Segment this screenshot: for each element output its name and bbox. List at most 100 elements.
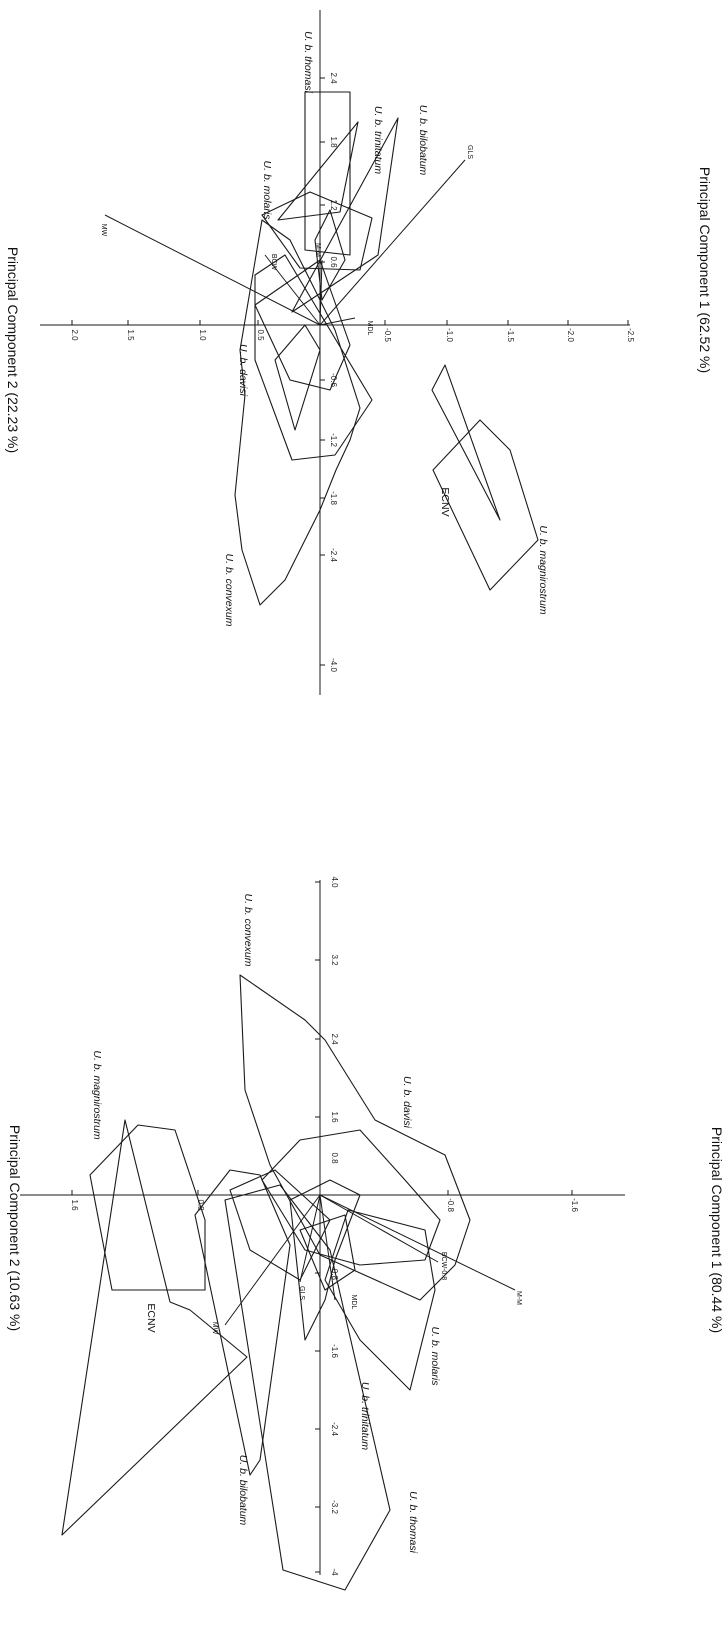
group-label: U. b. trinitatum [372, 106, 384, 175]
hull-bilobatum [194, 1169, 291, 1476]
group-label: U. b. davisi [237, 344, 249, 397]
tick-label: 1.5 [126, 329, 135, 341]
hull-magnirostrum [89, 1124, 206, 1291]
hull-davisi [254, 254, 373, 461]
vector-line [319, 1194, 336, 1301]
tick-label: -2.5 [626, 328, 635, 342]
tick-label: 1.0 [198, 329, 207, 341]
tick-label: 1.6 [330, 1111, 339, 1123]
hull-convexum [234, 219, 361, 606]
hull-convexum [239, 974, 471, 1301]
vector-line [104, 214, 321, 326]
tick-label: 1.6 [70, 1199, 79, 1211]
hull-molaris [324, 1209, 436, 1391]
group-label: U. b. bilobatum [237, 1455, 249, 1526]
vector-label: BCW [270, 254, 277, 271]
tick-label: 0.8 [330, 1152, 339, 1164]
vector-line [319, 1194, 439, 1263]
tick-label: 3.2 [330, 954, 339, 966]
pc1-ticks: 2.4 1.8 1.2 0.6 -0.6 -1.2 -1.8 -2.4 -4.0 [320, 72, 338, 672]
hull-molaris [261, 191, 373, 271]
hull-inner-b [299, 1214, 356, 1291]
hull-davisi [261, 1129, 441, 1266]
vector-label: MW [211, 1322, 218, 1335]
loading-vectors: MW BCW M-M MDL GLS [100, 145, 473, 336]
pc2-ticks: 2.0 1.5 1.0 0.5 -0.5 -1.0 -1.5 -2.0 -2.5 [70, 320, 635, 342]
tick-label: -0.8 [330, 1266, 339, 1280]
tick-label: -4.0 [329, 658, 338, 672]
hull-inner-a [254, 259, 351, 391]
vector-line [319, 317, 356, 326]
group-labels: ECNV U. b. magnirostrum U. b. convexum U… [91, 894, 441, 1554]
tick-label: -1.6 [330, 1344, 339, 1358]
tick-label: -2.4 [330, 1422, 339, 1436]
pc1-ticks: 4.0 3.2 2.4 1.6 0.8 -0.8 -1.6 -2.4 -3.2 … [315, 876, 339, 1576]
hull-bilobatum [291, 117, 399, 313]
vector-label: M-M [515, 1291, 522, 1305]
hull-ecnv [61, 1119, 248, 1536]
hull-inner-c [314, 209, 346, 301]
tick-label: -1.6 [570, 1198, 579, 1212]
vector-label: MDL [366, 321, 373, 336]
hull-inner-a [229, 1169, 331, 1281]
group-label: U. b. trinitatum [359, 1382, 371, 1451]
pc2-ticks: 1.6 0.8 -0.8 -1.6 [70, 1190, 579, 1212]
pc2-axis-title: Principal Component 2 (10.63 %) [7, 1125, 23, 1331]
tick-label: -4 [330, 1568, 339, 1576]
group-label: U. b. bilobatum [417, 105, 429, 176]
tick-label: 1.2 [329, 199, 338, 211]
vector-label: M-M [314, 243, 321, 257]
vector-label: BCW-0.8 [440, 1252, 447, 1280]
tick-label: -0.8 [446, 1198, 455, 1212]
tick-label: -2.4 [329, 548, 338, 562]
tick-label: 2.4 [330, 1033, 339, 1045]
vector-line [319, 259, 323, 326]
vector-label: GLS [466, 145, 473, 159]
tick-label: -1.5 [506, 328, 515, 342]
pc1-axis-title: Principal Component 1 (80.44 %) [709, 1127, 725, 1333]
loading-vectors: MW GLS MDL BCW-0.8 M-M [211, 1194, 522, 1335]
tick-label: 0.6 [329, 256, 338, 268]
group-label: U. b. thomasi [302, 31, 314, 94]
group-label: U. b. davisi [401, 1076, 413, 1129]
hull-trinitatum [277, 121, 359, 221]
pc2-axis-title: Principal Component 2 (22.23 %) [5, 247, 21, 453]
group-label: U. b. convexum [223, 554, 235, 627]
hull-thomasi [224, 1184, 391, 1591]
group-label: ECNV [439, 487, 451, 516]
tick-label: 4.0 [330, 876, 339, 888]
group-label: U. b. molaris [261, 161, 273, 221]
tick-label: -2.0 [566, 328, 575, 342]
hull-inner-b [274, 324, 321, 431]
vector-line [264, 254, 321, 326]
tick-label: -0.5 [383, 328, 392, 342]
group-label: U. b. thomasi [407, 1491, 419, 1554]
biplot-2: 2.4 1.8 1.2 0.6 -0.6 -1.2 -1.8 -2.4 -4.0… [5, 10, 713, 695]
vector-label: MW [100, 224, 107, 237]
hull-ecnv [431, 364, 501, 521]
tick-label: -1.8 [329, 491, 338, 505]
tick-label: 1.8 [329, 136, 338, 148]
hull-thomasi [304, 91, 351, 256]
tick-label: -1.2 [329, 433, 338, 447]
group-label: U. b. magnirostrum [537, 525, 549, 615]
biplot-1: 4.0 3.2 2.4 1.6 0.8 -0.8 -1.6 -2.4 -3.2 … [7, 876, 725, 1591]
hulls [234, 91, 539, 606]
hull-trinitatum [289, 1179, 361, 1341]
tick-label: -0.6 [329, 373, 338, 387]
vector-line [319, 1194, 516, 1291]
tick-label: 0.5 [256, 329, 265, 341]
vector-line [319, 159, 466, 326]
vector-label: GLS [298, 1286, 305, 1300]
group-label: U. b. molaris [429, 1327, 441, 1387]
pc1-axis-title: Principal Component 1 (62.52 %) [697, 167, 713, 373]
tick-label: 2.0 [70, 329, 79, 341]
hull-magnirostrum [432, 419, 539, 591]
tick-label: -1.0 [445, 328, 454, 342]
tick-label: 2.4 [329, 72, 338, 84]
group-labels: U. b. thomasi U. b. trinitatum U. b. bil… [223, 31, 549, 627]
group-label: ECNV [145, 1303, 157, 1332]
group-label: U. b. convexum [242, 894, 254, 967]
group-label: U. b. magnirostrum [91, 1050, 103, 1140]
